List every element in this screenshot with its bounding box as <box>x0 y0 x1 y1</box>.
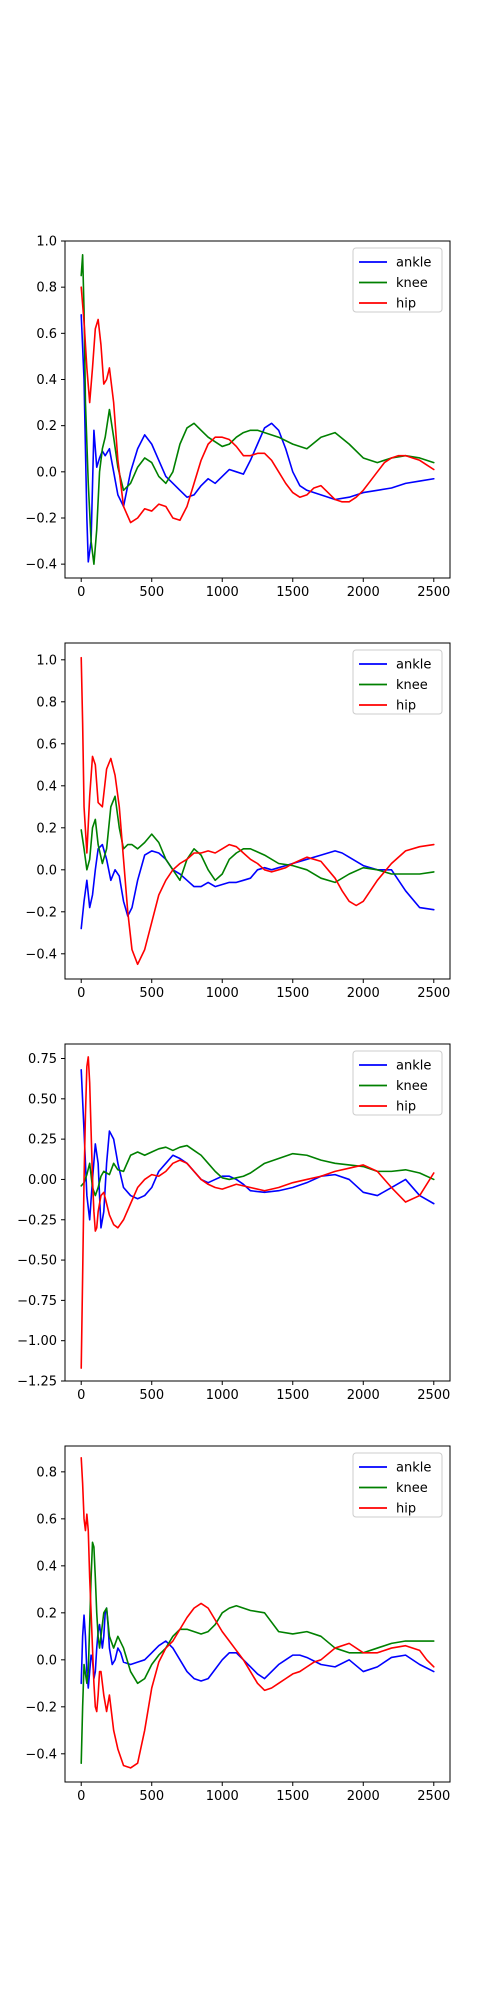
x-tick-label: 0 <box>77 1388 85 1403</box>
x-tick-label: 0 <box>77 1789 85 1804</box>
legend-label-knee: knee <box>396 678 428 693</box>
x-tick-label: 2000 <box>347 1388 380 1403</box>
x-tick-label: 500 <box>139 1388 164 1403</box>
axes-frame <box>64 1043 451 1382</box>
x-tick-label: 1500 <box>276 585 309 600</box>
y-tick-label: 0.4 <box>36 779 57 794</box>
y-tick-label: 1.0 <box>36 653 57 668</box>
x-tick-label: 1500 <box>276 1388 309 1403</box>
y-tick-label: −1.25 <box>17 1375 57 1390</box>
y-tick-label: 0.8 <box>36 695 57 710</box>
x-tick-label: 2500 <box>417 986 450 1001</box>
axes-frame <box>64 240 451 579</box>
series-line-ankle <box>80 1607 435 1689</box>
legend-label-knee: knee <box>396 1079 428 1094</box>
legend-label-knee: knee <box>396 276 428 291</box>
chart-3: 0 500 1000 1500 2000 2500 −1.25 −1.00 −0.75 −0.50… <box>17 1043 451 1403</box>
y-tick-label: 0.2 <box>36 1606 57 1621</box>
x-tick-label: 500 <box>139 1789 164 1804</box>
legend-label-hip: hip <box>396 699 416 714</box>
legend-box <box>352 247 443 313</box>
y-tick-label: −0.50 <box>17 1254 57 1269</box>
legend-label-hip: hip <box>396 1502 416 1517</box>
y-tick-label: 0.2 <box>36 821 57 836</box>
series-line-knee <box>80 1541 435 1764</box>
series-line-knee <box>80 1144 435 1197</box>
x-tick-label: 1500 <box>276 1789 309 1804</box>
x-tick-label: 1500 <box>276 986 309 1001</box>
y-tick-label: −0.25 <box>17 1213 57 1228</box>
legend: ankle knee hip <box>352 247 443 313</box>
y-tick-label: 0.6 <box>36 1512 57 1527</box>
y-tick-label: −0.2 <box>25 1700 57 1715</box>
y-tick-label: 0.2 <box>36 419 57 434</box>
y-tick-label: −0.4 <box>25 558 57 573</box>
series-line-hip <box>80 1056 435 1369</box>
x-tick-label: 1000 <box>206 585 239 600</box>
x-tick-label: 500 <box>139 585 164 600</box>
series-line-hip <box>80 656 435 966</box>
x-tick-label: 1000 <box>206 1388 239 1403</box>
legend: ankle knee hip <box>352 649 443 715</box>
y-tick-label: 0.8 <box>36 281 57 296</box>
series-line-knee <box>80 254 435 565</box>
x-tick-label: 2000 <box>347 1789 380 1804</box>
chart-1: 0 500 1000 1500 2000 2500 −0.4 −0.2 0.0 0.2 0.4 0.6… <box>25 235 451 600</box>
y-tick-label: 0.0 <box>36 1653 57 1668</box>
legend: ankle knee hip <box>352 1050 443 1116</box>
x-tick-label: 2500 <box>417 1789 450 1804</box>
legend-label-ankle: ankle <box>396 658 431 673</box>
x-tick-label: 2500 <box>417 585 450 600</box>
chart-4: 0 500 1000 1500 2000 2500 −0.4 −0.2 0.0 0.2 0.4 0.6… <box>25 1445 451 1804</box>
y-tick-label: 0.0 <box>36 465 57 480</box>
x-tick-label: 500 <box>139 986 164 1001</box>
y-tick-label: −1.00 <box>17 1334 57 1349</box>
y-tick-label: −0.4 <box>25 1747 57 1762</box>
y-tick-label: 0.00 <box>28 1173 57 1188</box>
series-line-ankle <box>80 843 435 930</box>
axes-frame <box>64 642 451 980</box>
legend-box <box>352 1452 443 1518</box>
x-tick-label: 0 <box>77 986 85 1001</box>
y-tick-label: 0.25 <box>28 1133 57 1148</box>
y-tick-label: −0.75 <box>17 1294 57 1309</box>
legend-box <box>352 649 443 715</box>
legend-label-ankle: ankle <box>396 1461 431 1476</box>
x-tick-label: 2000 <box>347 986 380 1001</box>
legend-label-hip: hip <box>396 297 416 312</box>
y-tick-label: −0.2 <box>25 511 57 526</box>
y-tick-label: 0.50 <box>28 1092 57 1107</box>
y-tick-label: 0.4 <box>36 1559 57 1574</box>
legend: ankle knee hip <box>352 1452 443 1518</box>
series-line-ankle <box>80 314 435 563</box>
y-tick-label: 0.6 <box>36 737 57 752</box>
y-tick-label: 0.6 <box>36 327 57 342</box>
series-line-hip <box>80 286 435 524</box>
y-tick-label: 0.8 <box>36 1465 57 1480</box>
y-tick-label: 0.0 <box>36 863 57 878</box>
x-tick-label: 0 <box>77 585 85 600</box>
legend-box <box>352 1050 443 1116</box>
x-tick-label: 2000 <box>347 585 380 600</box>
series-line-hip <box>80 1456 435 1769</box>
legend-label-knee: knee <box>396 1481 428 1496</box>
y-tick-label: −0.4 <box>25 947 57 962</box>
y-tick-label: 0.4 <box>36 373 57 388</box>
x-tick-label: 2500 <box>417 1388 450 1403</box>
x-tick-label: 1000 <box>206 986 239 1001</box>
legend-label-ankle: ankle <box>396 1059 431 1074</box>
y-tick-label: 0.75 <box>28 1052 57 1067</box>
y-tick-label: −0.2 <box>25 905 57 920</box>
legend-label-ankle: ankle <box>396 256 431 271</box>
y-tick-label: 1.0 <box>36 235 57 250</box>
axes-frame <box>64 1445 451 1783</box>
x-tick-label: 1000 <box>206 1789 239 1804</box>
chart-2: 0 500 1000 1500 2000 2500 −0.4 −0.2 0.0 0.2 0.4 0.6… <box>25 642 451 1001</box>
legend-label-hip: hip <box>396 1100 416 1115</box>
